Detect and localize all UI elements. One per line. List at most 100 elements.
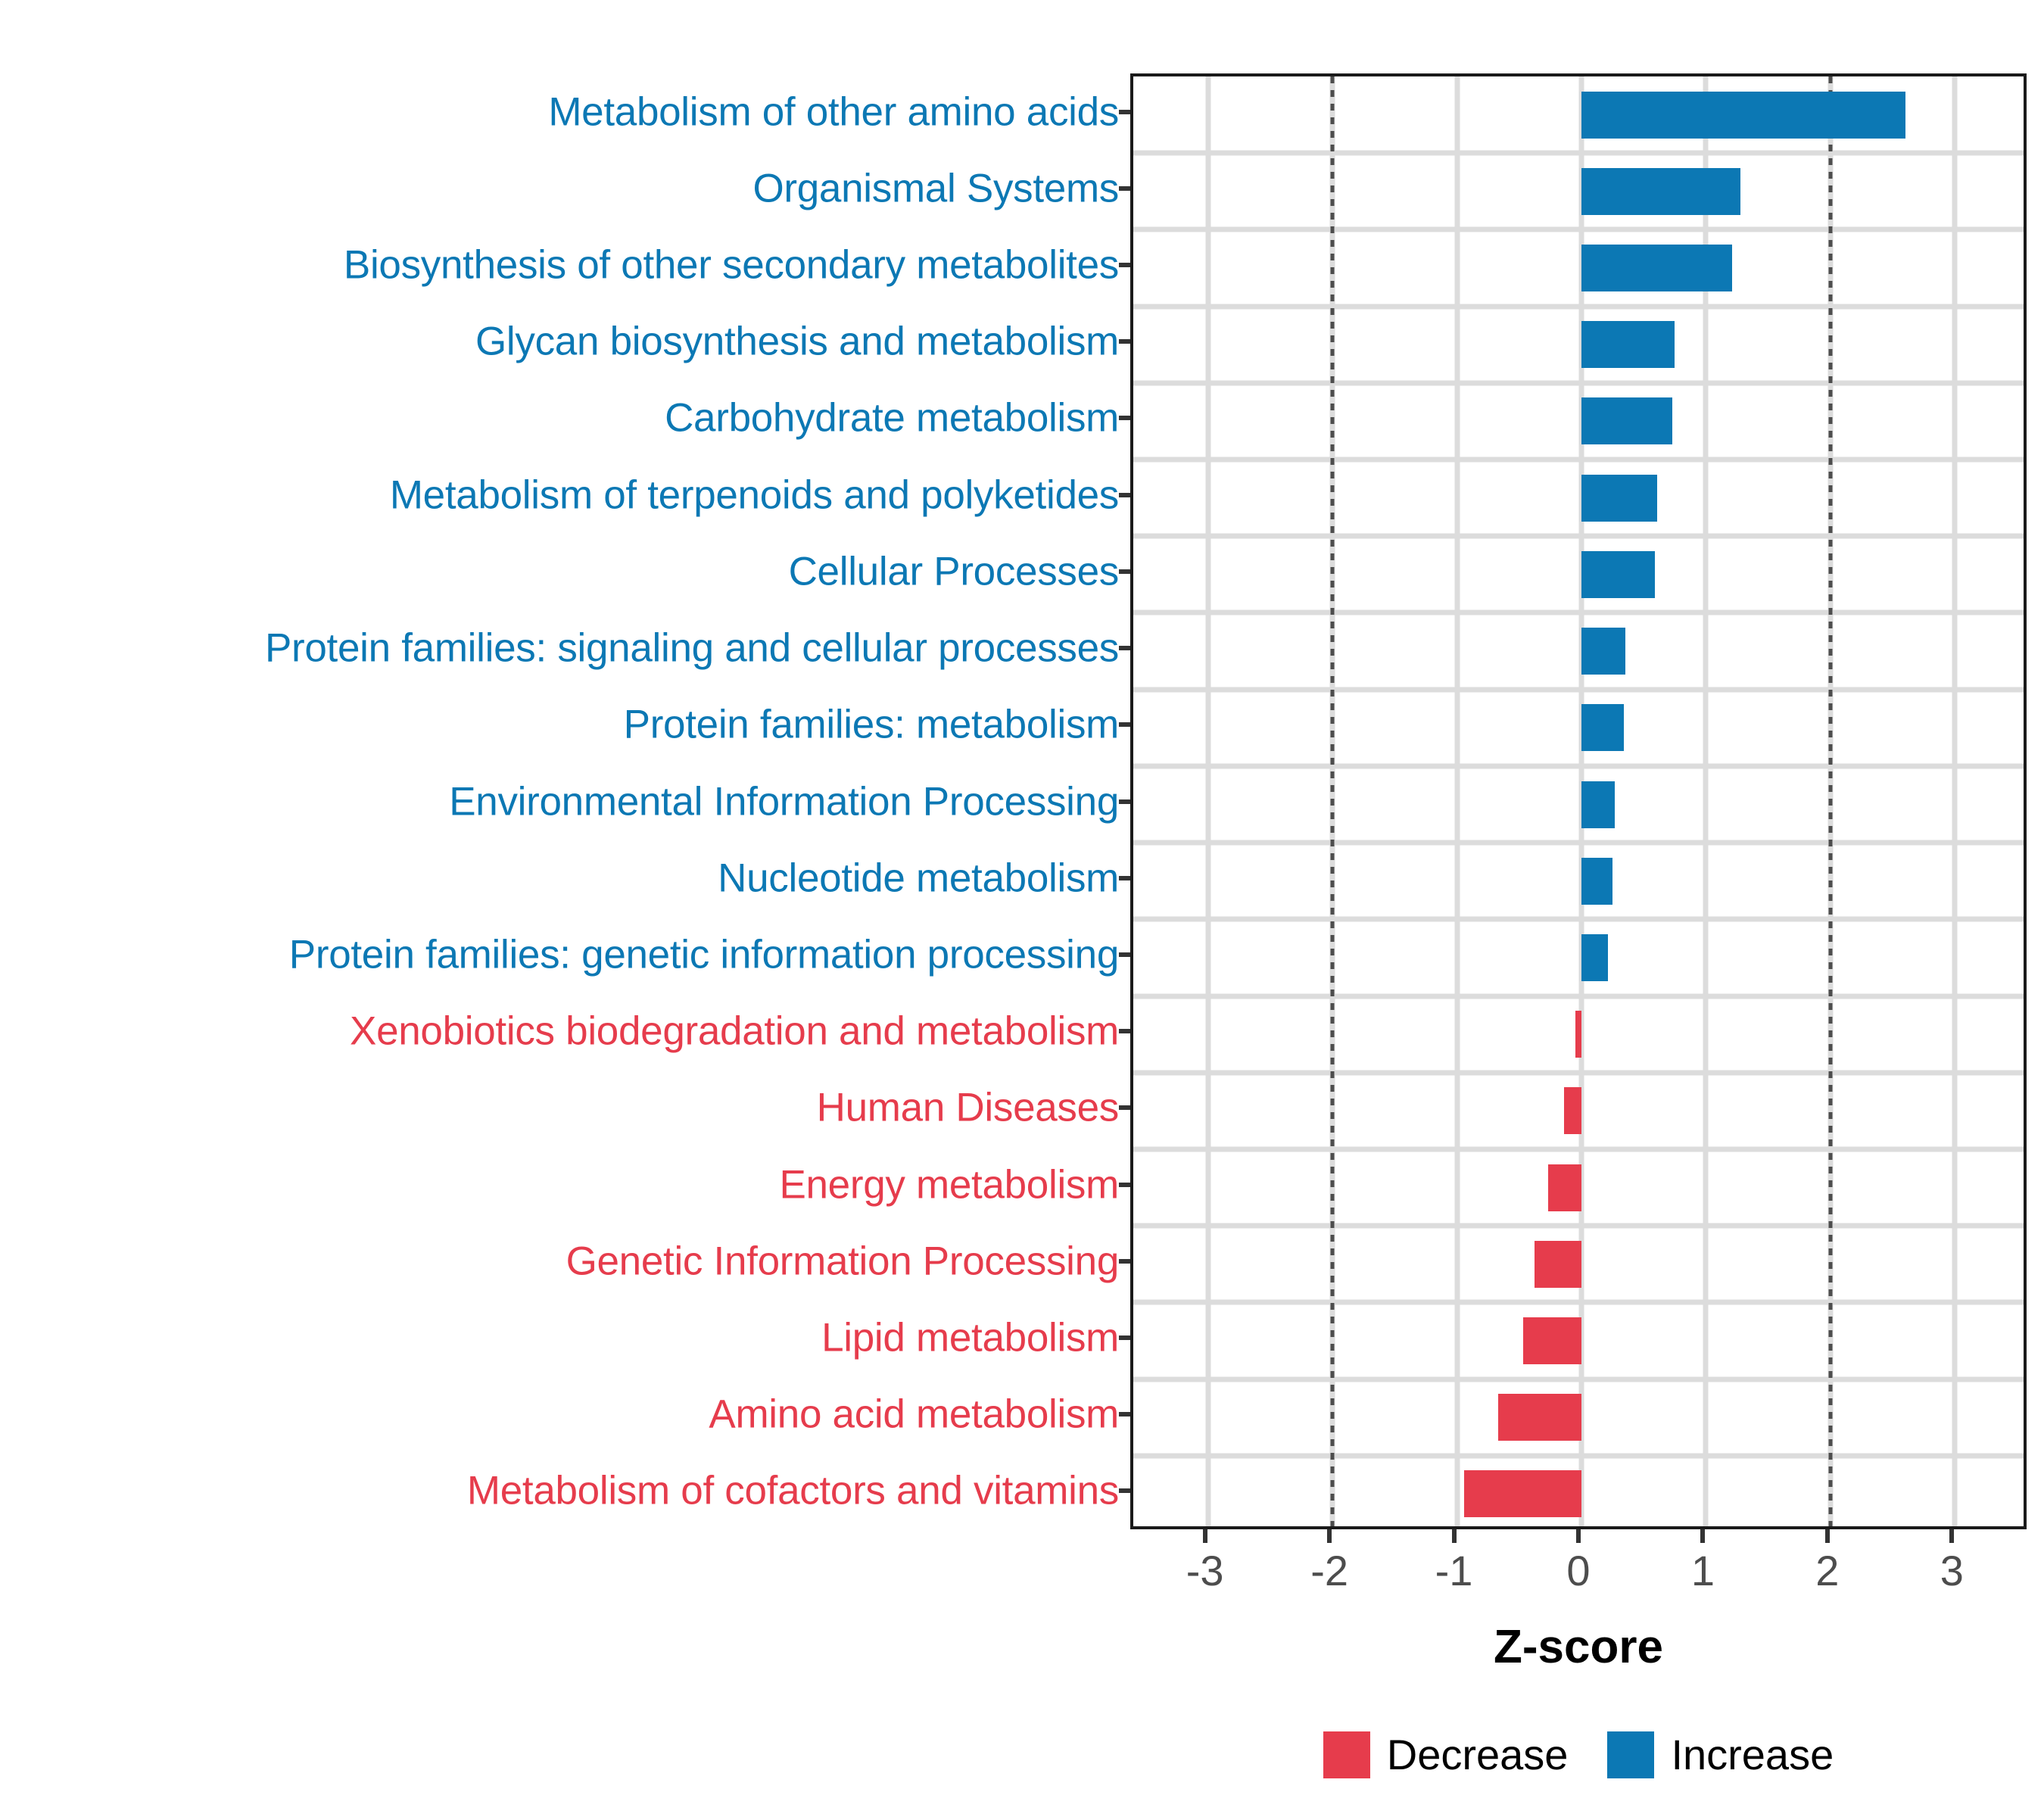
- y-axis-tick-label: Protein families: metabolism: [623, 702, 1120, 747]
- gridline-horizontal: [1133, 1223, 2024, 1229]
- gridline-horizontal: [1133, 226, 2024, 232]
- y-axis-tick-mark: [1119, 339, 1130, 344]
- bar: [1581, 933, 1608, 981]
- y-axis-tick-mark: [1119, 1105, 1130, 1111]
- bar: [1581, 167, 1741, 215]
- legend-swatch: [1607, 1731, 1655, 1778]
- y-axis-tick-mark: [1119, 1182, 1130, 1187]
- y-axis-tick-label: Carbohydrate metabolism: [665, 395, 1119, 441]
- y-axis-tick-label: Environmental Information Processing: [449, 779, 1119, 824]
- y-axis-tick-label: Energy metabolism: [779, 1162, 1119, 1208]
- gridline-horizontal: [1133, 1146, 2024, 1152]
- gridline-horizontal: [1133, 304, 2024, 310]
- y-axis-tick-label: Glycan biosynthesis and metabolism: [475, 319, 1119, 364]
- x-axis-tick-label: -3: [1186, 1547, 1224, 1594]
- y-axis-tick-mark: [1119, 416, 1130, 421]
- gridline-vertical: [1205, 76, 1211, 1526]
- y-axis-tick-label: Organismal Systems: [752, 166, 1119, 211]
- y-axis-tick-mark: [1119, 1412, 1130, 1417]
- y-axis-tick-mark: [1119, 1029, 1130, 1034]
- x-axis-tick-mark: [1576, 1529, 1581, 1543]
- y-axis-tick-mark: [1119, 1488, 1130, 1494]
- gridline-horizontal: [1133, 150, 2024, 156]
- x-axis-tick-mark: [1824, 1529, 1830, 1543]
- gridline-horizontal: [1133, 993, 2024, 999]
- y-axis-tick-label: Human Diseases: [816, 1085, 1120, 1130]
- y-axis-tick-mark: [1119, 1258, 1130, 1264]
- x-axis-tick-label: 2: [1815, 1547, 1840, 1594]
- gridline-horizontal: [1133, 1299, 2024, 1305]
- x-axis-tick-mark: [1700, 1529, 1706, 1543]
- y-axis-tick-label: Xenobiotics biodegradation and metabolis…: [350, 1008, 1119, 1054]
- y-axis-tick-mark: [1119, 646, 1130, 651]
- x-axis-tick-mark: [1949, 1529, 1955, 1543]
- gridline-horizontal: [1133, 687, 2024, 693]
- gridline-horizontal: [1133, 533, 2024, 539]
- y-axis-tick-mark: [1119, 569, 1130, 574]
- y-axis-tick-mark: [1119, 952, 1130, 957]
- x-axis-tick-label: 1: [1690, 1547, 1715, 1594]
- bar: [1581, 550, 1656, 598]
- gridline-vertical: [1454, 76, 1460, 1526]
- y-axis-tick-mark: [1119, 185, 1130, 191]
- bar: [1581, 781, 1616, 828]
- bar: [1563, 1087, 1581, 1135]
- gridline-horizontal: [1133, 916, 2024, 922]
- bar: [1464, 1470, 1581, 1518]
- bar: [1581, 704, 1624, 752]
- legend-swatch: [1323, 1731, 1370, 1778]
- gridline-horizontal: [1133, 1070, 2024, 1076]
- bar: [1581, 321, 1675, 369]
- y-axis-tick-mark: [1119, 492, 1130, 497]
- y-axis-tick-label: Nucleotide metabolism: [718, 856, 1119, 901]
- y-axis-tick-label: Protein families: genetic information pr…: [288, 932, 1120, 977]
- y-axis-tick-mark: [1119, 875, 1130, 880]
- y-axis-tick-mark: [1119, 263, 1130, 268]
- gridline-vertical: [1703, 76, 1709, 1526]
- y-axis-tick-label: Metabolism of other amino acids: [548, 89, 1119, 135]
- y-axis-tick-mark: [1119, 109, 1130, 114]
- gridline-horizontal: [1133, 380, 2024, 386]
- x-axis-tick-label: -2: [1310, 1547, 1349, 1594]
- chart-legend: Decrease Increase: [1130, 1730, 2027, 1779]
- gridline-horizontal: [1133, 840, 2024, 846]
- bar: [1581, 628, 1625, 675]
- x-axis: -3 -2 -1 0 1 2 3: [1130, 1529, 2027, 1650]
- x-axis-tick-mark: [1202, 1529, 1207, 1543]
- x-axis-tick-mark: [1327, 1529, 1332, 1543]
- plot-panel: [1130, 73, 2027, 1529]
- y-axis-tick-label: Lipid metabolism: [821, 1315, 1119, 1360]
- y-axis-tick-mark: [1119, 799, 1130, 804]
- x-axis-tick-label: 3: [1940, 1547, 1964, 1594]
- y-axis-tick-label: Metabolism of terpenoids and polyketides: [389, 472, 1119, 518]
- legend-item: Decrease: [1323, 1730, 1569, 1779]
- legend-item: Increase: [1607, 1730, 1834, 1779]
- bar: [1575, 1011, 1581, 1058]
- bar: [1581, 397, 1673, 445]
- y-axis-tick-mark: [1119, 1335, 1130, 1340]
- y-axis-tick-label: Metabolism of cofactors and vitamins: [466, 1468, 1119, 1513]
- gridline-horizontal: [1133, 457, 2024, 463]
- x-axis-tick-label: -1: [1435, 1547, 1473, 1594]
- bar: [1581, 245, 1732, 292]
- y-axis-tick-label: Genetic Information Processing: [566, 1239, 1120, 1284]
- gridline-horizontal: [1133, 763, 2024, 769]
- y-axis-tick-label: Amino acid metabolism: [709, 1392, 1119, 1437]
- reference-line: [1828, 76, 1833, 1526]
- gridline-horizontal: [1133, 1376, 2024, 1382]
- bar: [1547, 1164, 1581, 1211]
- gridline-horizontal: [1133, 1453, 2024, 1459]
- y-axis-labels: Metabolism of other amino acids Organisma…: [0, 73, 1130, 1529]
- bar: [1534, 1240, 1581, 1288]
- y-axis-tick-label: Cellular Processes: [788, 549, 1120, 594]
- bar: [1581, 857, 1613, 905]
- gridline-horizontal: [1133, 609, 2024, 616]
- bar: [1497, 1394, 1581, 1441]
- bar: [1581, 91, 1905, 139]
- legend-label: Decrease: [1386, 1731, 1569, 1778]
- x-axis-title: Z-score: [1494, 1621, 1663, 1673]
- legend-label: Increase: [1671, 1731, 1834, 1778]
- x-axis-tick-label: 0: [1566, 1547, 1591, 1594]
- reference-line: [1330, 76, 1335, 1526]
